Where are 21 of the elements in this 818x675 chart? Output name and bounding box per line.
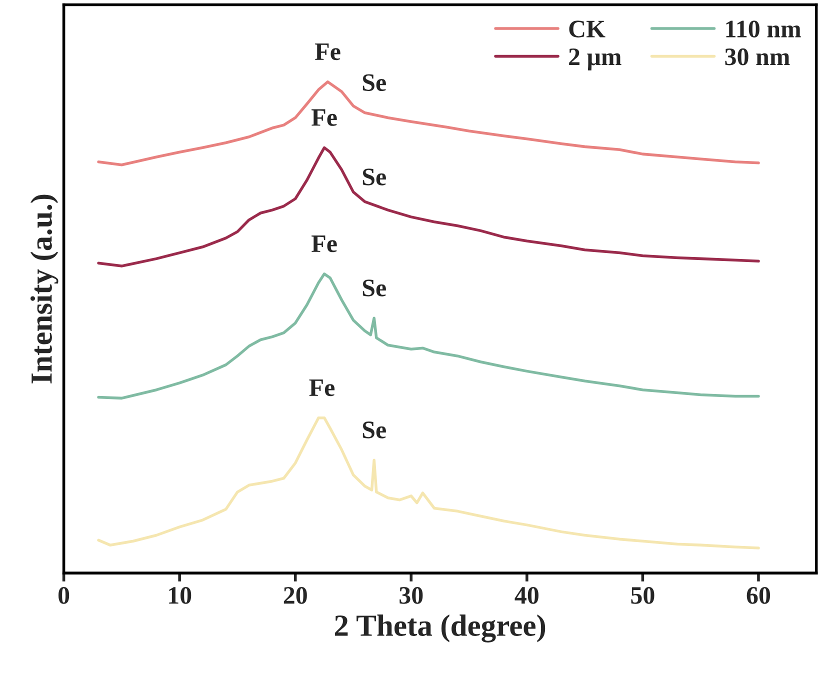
legend-label: 110 nm bbox=[726, 20, 801, 38]
x-axis-title: 2 Theta (degree) bbox=[334, 614, 546, 642]
x-tick-label: 40 bbox=[514, 586, 538, 604]
annotation: Se bbox=[362, 74, 386, 92]
annotation: Fe bbox=[312, 236, 337, 252]
y-axis-title: Intensity (a.u.) bbox=[30, 194, 58, 384]
annotation: Fe bbox=[312, 109, 337, 126]
legend-label: CK bbox=[569, 20, 606, 38]
annotation: Se bbox=[362, 168, 386, 186]
legend-label: 30 nm bbox=[725, 48, 790, 66]
annotation: Fe bbox=[315, 43, 340, 60]
x-tick-label: 10 bbox=[169, 586, 192, 604]
x-tick-label: 20 bbox=[284, 586, 307, 604]
legend-label: 2 μm bbox=[569, 48, 622, 70]
x-tick-label: 30 bbox=[400, 586, 423, 604]
annotation: Fe bbox=[309, 379, 335, 396]
annotation: Se bbox=[362, 280, 386, 296]
x-tick-label: 0 bbox=[58, 586, 70, 604]
x-tick-label: 60 bbox=[746, 586, 770, 604]
annotation: Se bbox=[362, 422, 386, 438]
x-tick-label: 50 bbox=[631, 586, 654, 604]
